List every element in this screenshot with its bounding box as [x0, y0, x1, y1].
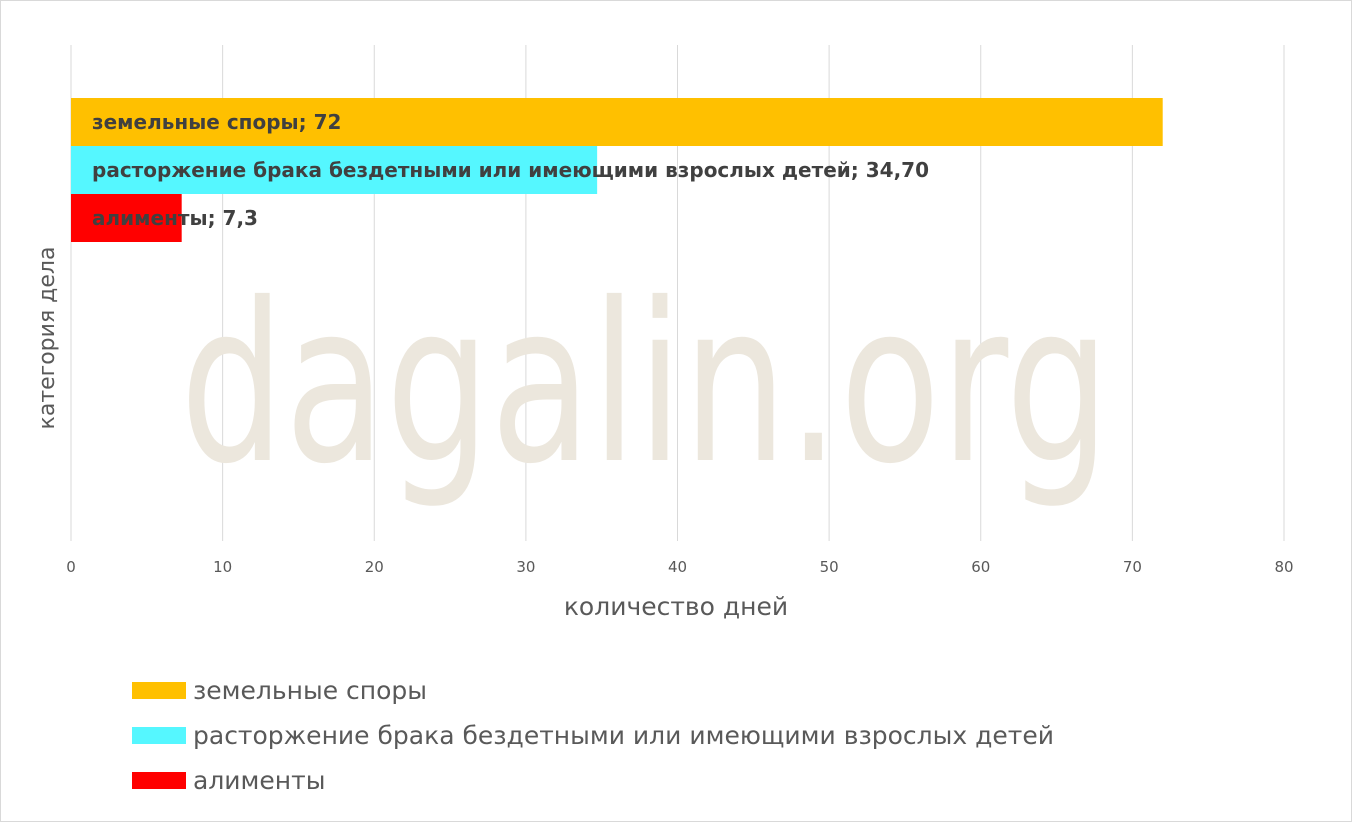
x-tick-label: 60 [971, 558, 990, 576]
legend-item: алименты [132, 758, 1054, 803]
legend-item: земельные споры [132, 668, 1054, 713]
x-axis-title: количество дней [564, 592, 788, 621]
legend-item: расторжение брака бездетными или имеющим… [132, 713, 1054, 758]
watermark: dagalin.org [180, 256, 1110, 512]
data-labels: земельные споры; 72 расторжение брака без… [92, 110, 929, 230]
legend-swatch [132, 727, 186, 744]
legend: земельные споры расторжение брака бездетн… [132, 668, 1054, 803]
legend-swatch [132, 772, 186, 789]
bar-3 [71, 194, 182, 242]
legend-label: алименты [193, 766, 326, 795]
bar-1 [71, 98, 1163, 146]
x-tick-label: 80 [1274, 558, 1293, 576]
legend-swatch [132, 682, 186, 699]
x-axis-ticks: 0 10 20 30 40 50 60 70 80 [66, 558, 1293, 576]
bar-2 [71, 146, 598, 194]
x-tick-label: 0 [66, 558, 76, 576]
x-tick-label: 40 [668, 558, 687, 576]
legend-label: земельные споры [193, 676, 428, 705]
data-label-3: алименты; 7,3 [92, 206, 258, 230]
legend-label: расторжение брака бездетными или имеющим… [193, 721, 1054, 750]
y-axis-title: категория дела [35, 247, 60, 430]
x-tick-label: 70 [1123, 558, 1142, 576]
x-tick-label: 30 [516, 558, 535, 576]
x-tick-label: 10 [213, 558, 232, 576]
data-label-1: земельные споры; 72 [92, 110, 341, 134]
x-tick-label: 50 [820, 558, 839, 576]
x-tick-label: 20 [365, 558, 384, 576]
data-label-2: расторжение брака бездетными или имеющим… [92, 158, 929, 182]
bars [71, 98, 1163, 242]
